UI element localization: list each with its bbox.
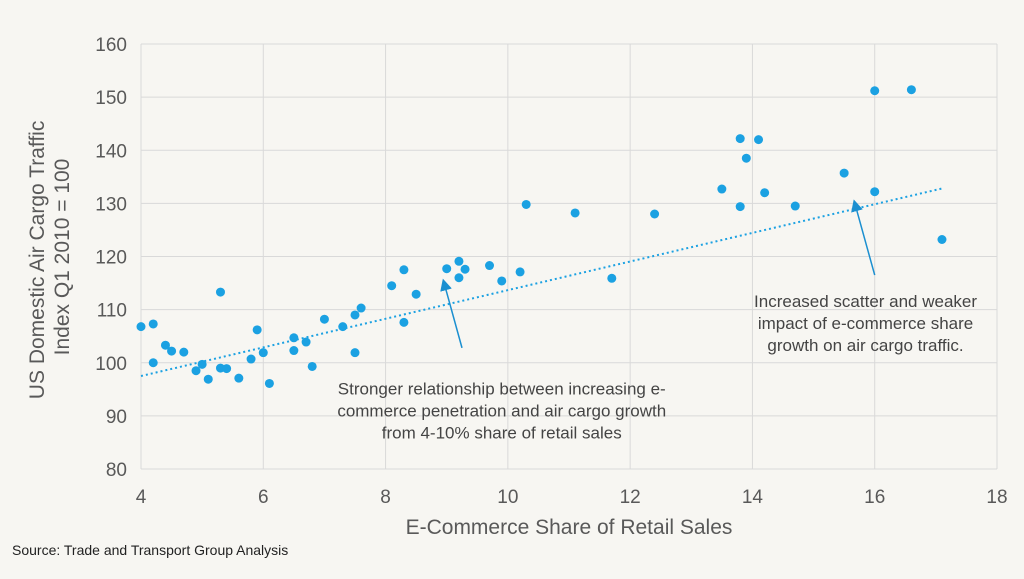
data-point-4 [167,346,177,356]
x-axis-title: E-Commerce Share of Retail Sales [406,516,733,539]
x-tick-14: 14 [742,487,764,508]
x-tick-12: 12 [620,487,641,508]
annotation-increased-scatter: Increased scatter and weaker impact of e-… [754,292,977,355]
data-point-19 [301,337,311,347]
annotation-stronger-relationship: Stronger relationship between increasing… [337,380,666,443]
data-point-3 [160,340,170,350]
data-point-46 [760,188,770,198]
data-point-43 [735,202,745,212]
annotation-increased-scatter-arrow [851,199,876,276]
source-note: Source: Trade and Transport Group Analys… [12,542,288,558]
y-tick-120: 120 [95,248,127,269]
y-axis-title-line-2: Index Q1 2010 = 100 [51,159,74,356]
data-point-52 [937,235,947,244]
data-point-25 [356,303,366,313]
data-point-22 [338,322,348,332]
data-point-47 [790,201,800,211]
data-point-7 [197,359,207,369]
data-points [136,85,947,388]
data-point-18 [289,346,299,356]
data-point-8 [203,374,213,384]
data-point-29 [411,289,421,299]
y-tick-150: 150 [95,88,127,109]
y-axis-title: US Domestic Air Cargo Traffic Index Q1 2… [26,115,74,399]
annotations: Stronger relationship between increasing… [337,199,977,443]
data-point-51 [906,85,916,95]
data-point-12 [234,373,244,383]
annotation-increased-scatter-line-3: growth on air cargo traffic. [767,336,963,355]
data-point-44 [741,153,751,163]
data-point-41 [717,184,727,194]
data-point-48 [839,168,849,178]
data-point-49 [870,86,880,96]
y-tick-110: 110 [97,301,127,322]
data-point-1 [148,319,158,329]
data-point-2 [148,358,158,368]
data-point-13 [246,354,256,364]
annotation-increased-scatter-line-1: Increased scatter and weaker [754,292,977,311]
data-point-40 [650,209,660,219]
data-point-14 [252,325,262,335]
data-point-42 [735,134,745,144]
data-point-16 [264,378,274,388]
annotation-stronger-relationship-line-3: from 4-10% share of retail sales [382,424,622,443]
data-point-32 [454,273,464,283]
annotation-stronger-relationship-line-2: commerce penetration and air cargo growt… [337,402,666,421]
annotation-stronger-relationship-line-1: Stronger relationship between increasing… [338,380,666,399]
data-point-33 [460,264,470,274]
data-point-5 [179,347,189,357]
data-point-21 [319,314,329,324]
data-point-37 [521,199,531,209]
data-point-39 [607,273,617,283]
annotation-stronger-relationship-arrow [440,278,463,349]
data-point-0 [136,322,146,332]
y-tick-160: 160 [95,35,127,56]
y-tick-140: 140 [95,141,127,162]
data-point-45 [754,135,764,145]
data-point-26 [387,281,397,291]
data-point-31 [454,256,464,266]
y-tick-130: 130 [95,194,127,215]
x-tick-4: 4 [136,487,147,508]
data-point-36 [515,267,525,277]
data-point-50 [870,187,880,197]
data-point-23 [350,310,360,320]
data-point-35 [497,276,507,286]
y-axis-title-line-1: US Domestic Air Cargo Traffic [26,121,49,400]
data-point-27 [399,265,409,275]
data-point-20 [307,361,317,371]
x-tick-16: 16 [864,487,885,508]
x-tick-18: 18 [986,487,1007,508]
tick-labels: 80 90 100 110 120 130 140 150 160 4 6 8 10 12 14 16 18 [95,35,1007,508]
data-point-38 [570,208,580,218]
trendline [140,187,943,378]
data-point-11 [222,364,232,374]
data-point-30 [442,264,452,274]
y-tick-80: 80 [106,460,127,481]
y-tick-100: 100 [95,354,127,375]
trendline-path [140,187,943,378]
data-point-6 [191,366,201,376]
data-point-28 [399,317,409,327]
x-tick-10: 10 [497,487,518,508]
data-point-34 [485,261,495,271]
data-point-24 [350,348,360,358]
x-tick-8: 8 [380,487,391,508]
annotation-increased-scatter-line-2: impact of e-commerce share [758,314,973,333]
data-point-15 [258,348,268,358]
y-tick-90: 90 [106,407,127,428]
data-point-17 [289,333,299,343]
data-point-9 [215,287,225,297]
grid [140,43,998,470]
x-tick-6: 6 [258,487,269,508]
